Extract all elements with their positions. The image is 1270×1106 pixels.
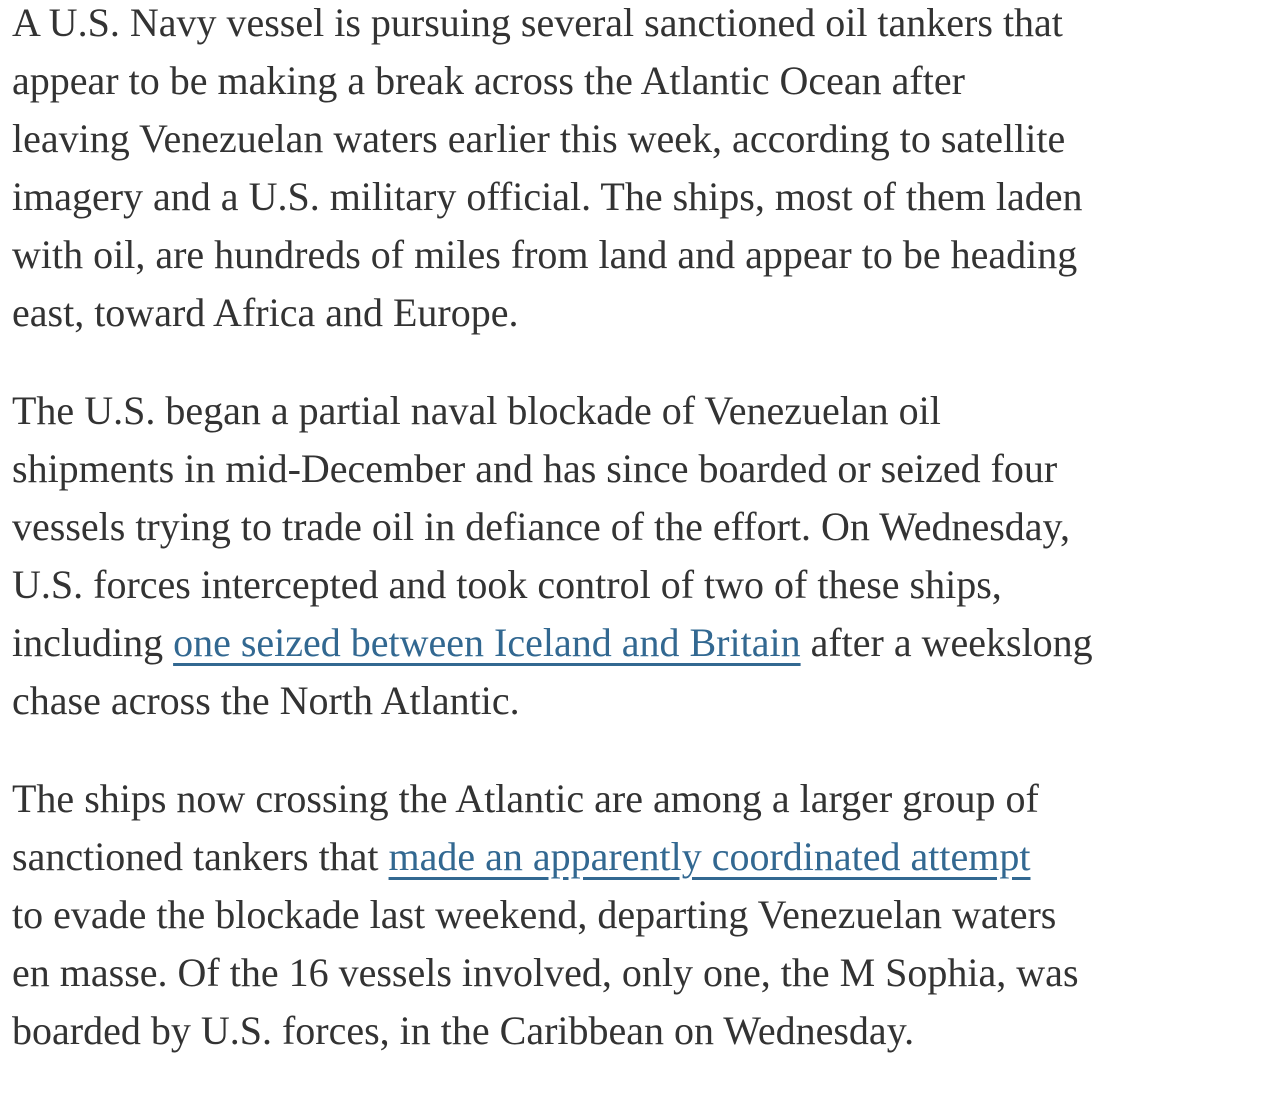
text-segment: U.S. forces intercepted and took control… — [12, 562, 1002, 607]
text-segment: shipments in mid-December and has since … — [12, 446, 1058, 491]
text-segment: vessels trying to trade oil in defiance … — [12, 504, 1070, 549]
text-segment: to evade the blockade last weekend, depa… — [12, 892, 1057, 937]
article-paragraph: A U.S. Navy vessel is pursuing several s… — [12, 0, 1270, 342]
text-segment: A U.S. Navy vessel is pursuing several s… — [12, 0, 1063, 45]
text-segment: including — [12, 620, 174, 665]
text-line: The ships now crossing the Atlantic are … — [12, 770, 1270, 828]
link-made-an-apparently-coordinated-attempt[interactable]: made an apparently coordinated attempt — [388, 834, 1031, 879]
text-segment: with oil, are hundreds of miles from lan… — [12, 232, 1078, 277]
text-line: en masse. Of the 16 vessels involved, on… — [12, 944, 1270, 1002]
text-line: with oil, are hundreds of miles from lan… — [12, 226, 1270, 284]
article-paragraph: The ships now crossing the Atlantic are … — [12, 770, 1270, 1060]
text-line: including one seized between Iceland and… — [12, 614, 1270, 672]
text-line: vessels trying to trade oil in defiance … — [12, 498, 1270, 556]
link-one-seized-between-iceland-and-britain[interactable]: one seized between Iceland and Britain — [173, 620, 801, 665]
text-segment: boarded by U.S. forces, in the Caribbean… — [12, 1008, 915, 1053]
text-segment: imagery and a U.S. military official. Th… — [12, 174, 1083, 219]
text-segment: east, toward Africa and Europe. — [12, 290, 519, 335]
text-line: boarded by U.S. forces, in the Caribbean… — [12, 1002, 1270, 1060]
text-line: U.S. forces intercepted and took control… — [12, 556, 1270, 614]
text-line: east, toward Africa and Europe. — [12, 284, 1270, 342]
text-line: appear to be making a break across the A… — [12, 52, 1270, 110]
text-line: leaving Venezuelan waters earlier this w… — [12, 110, 1270, 168]
text-segment: The U.S. began a partial naval blockade … — [12, 388, 941, 433]
text-line: imagery and a U.S. military official. Th… — [12, 168, 1270, 226]
text-segment: en masse. Of the 16 vessels involved, on… — [12, 950, 1079, 995]
text-segment: leaving Venezuelan waters earlier this w… — [12, 116, 1066, 161]
text-line: The U.S. began a partial naval blockade … — [12, 382, 1270, 440]
text-line: to evade the blockade last weekend, depa… — [12, 886, 1270, 944]
text-line: chase across the North Atlantic. — [12, 672, 1270, 730]
text-segment: sanctioned tankers that — [12, 834, 389, 879]
text-line: sanctioned tankers that made an apparent… — [12, 828, 1270, 886]
article-paragraph: The U.S. began a partial naval blockade … — [12, 382, 1270, 730]
text-segment: The ships now crossing the Atlantic are … — [12, 776, 1039, 821]
article-body: A U.S. Navy vessel is pursuing several s… — [12, 0, 1270, 1060]
text-segment: appear to be making a break across the A… — [12, 58, 965, 103]
text-segment: after a weekslong — [800, 620, 1093, 665]
text-segment: chase across the North Atlantic. — [12, 678, 520, 723]
text-line: shipments in mid-December and has since … — [12, 440, 1270, 498]
text-line: A U.S. Navy vessel is pursuing several s… — [12, 0, 1270, 52]
